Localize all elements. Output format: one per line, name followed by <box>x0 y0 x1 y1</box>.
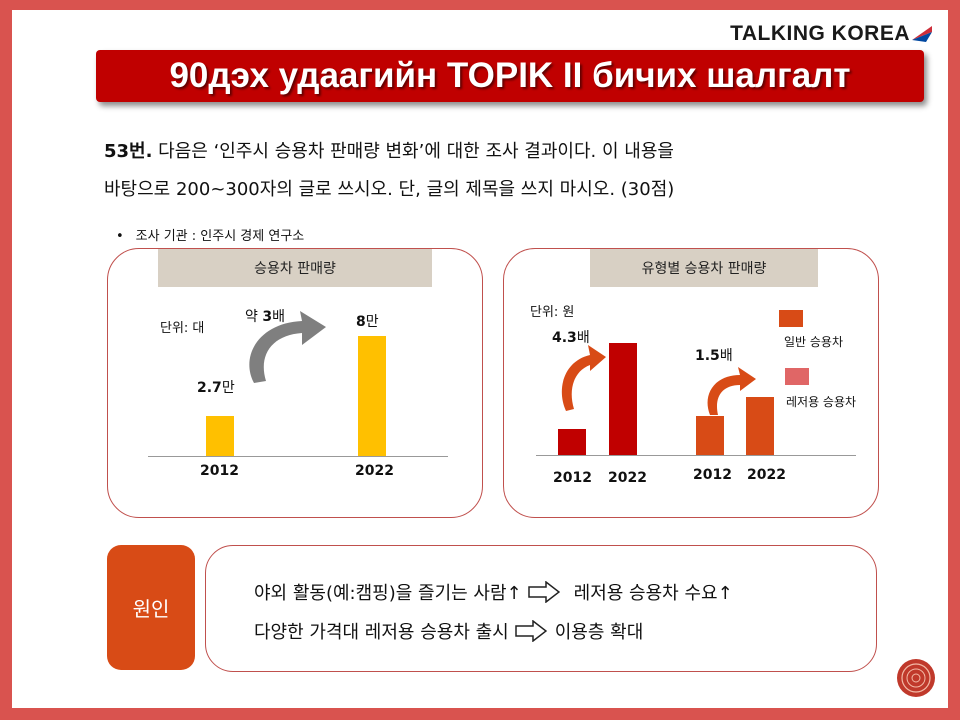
cause-label-box: 원인 <box>107 545 195 670</box>
unit-label: 단위: 원 <box>530 305 575 320</box>
x-tick-2022: 2022 <box>355 463 394 479</box>
question-line-1: 53번. 다음은 ‘인주시 승용차 판매량 변화’에 대한 조사 결과이다. 이… <box>104 133 864 171</box>
bar-leisure-2012 <box>558 429 586 455</box>
multiplier-annotation: 약 3배 <box>245 309 285 325</box>
cause-panel: 야외 활동(예:캠핑)을 즐기는 사람↑ 레저용 승용차 수요↑ 다양한 가격대… <box>205 545 877 672</box>
question-line-1-text: 다음은 ‘인주시 승용차 판매량 변화’에 대한 조사 결과이다. 이 내용을 <box>152 141 674 162</box>
title-banner: 90дэх удаагийн TOPIK II бичих шалгалт <box>96 50 924 102</box>
bar-leisure-2022 <box>609 343 637 455</box>
x-tick-2012: 2012 <box>553 470 592 486</box>
cause-2-right: 이용층 확대 <box>554 622 644 643</box>
right-arrow-icon <box>514 620 547 642</box>
unit-label: 단위: 대 <box>160 321 205 336</box>
multiplier-annotation-general: 1.5배 <box>695 348 733 364</box>
chart-title: 유형별 승용차 판매량 <box>590 249 818 287</box>
x-tick-2012: 2012 <box>693 467 732 483</box>
question-line-2: 바탕으로 200~300자의 글로 쓰시오. 단, 글의 제목을 쓰지 마시오.… <box>104 179 675 200</box>
bar-general-2022 <box>746 396 774 455</box>
legend-swatch-general <box>779 310 803 327</box>
brand-name: TALKING KOREA <box>730 22 910 45</box>
cause-line-1: 야외 활동(예:캠핑)을 즐기는 사람↑ 레저용 승용차 수요↑ <box>254 579 733 605</box>
bar-general-2012 <box>696 416 724 455</box>
brand-logo: TALKING KOREA <box>730 22 932 46</box>
chart-panel-by-type: 유형별 승용차 판매량 단위: 원 4.3배 1.5배 2012 2022 20… <box>503 248 879 518</box>
curved-arrow-icon <box>249 311 326 383</box>
question-number: 53번. <box>104 141 153 162</box>
x-tick-2012: 2012 <box>200 463 239 479</box>
legend-label-leisure: 레저용 승용차 <box>786 395 857 409</box>
bar-value-label-2012: 2.7만 <box>197 380 235 396</box>
bar-value-label-2022: 8만 <box>356 314 379 330</box>
question-text: 53번. 다음은 ‘인주시 승용차 판매량 변화’에 대한 조사 결과이다. 이… <box>104 133 864 209</box>
source-note: • 조사 기관 : 인주시 경제 연구소 <box>116 225 304 244</box>
bullet-dot: • <box>116 229 124 244</box>
chart-title: 승용차 판매량 <box>158 249 432 287</box>
x-axis <box>148 456 448 457</box>
chart-panel-total-sales: 승용차 판매량 단위: 대 약 3배 2.7만 8만 2012 2022 <box>107 248 483 518</box>
multiplier-annotation-leisure: 4.3배 <box>552 330 590 346</box>
curved-arrow-icon <box>707 367 756 415</box>
curved-arrow-icon <box>561 345 606 411</box>
x-tick-2022: 2022 <box>747 467 786 483</box>
legend-swatch-leisure <box>785 368 809 385</box>
flag-icon <box>912 26 932 42</box>
x-tick-2022: 2022 <box>608 470 647 486</box>
right-arrow-icon <box>527 581 560 603</box>
bar-2022 <box>358 336 386 456</box>
source-text: 조사 기관 : 인주시 경제 연구소 <box>135 229 305 244</box>
x-axis <box>536 455 856 456</box>
cause-line-2: 다양한 가격대 레저용 승용차 출시 이용층 확대 <box>254 618 643 644</box>
legend-label-general: 일반 승용차 <box>784 335 844 349</box>
bar-2012 <box>206 415 234 456</box>
cause-2-left: 다양한 가격대 레저용 승용차 출시 <box>254 622 509 643</box>
cause-label: 원인 <box>132 597 170 621</box>
cause-1-left: 야외 활동(예:캠핑)을 즐기는 사람↑ <box>254 583 522 604</box>
page-title: 90дэх удаагийн TOPIK II бичих шалгалт <box>169 56 851 95</box>
cause-1-right: 레저용 승용차 수요↑ <box>573 583 733 604</box>
decorative-seal-icon <box>897 659 935 697</box>
